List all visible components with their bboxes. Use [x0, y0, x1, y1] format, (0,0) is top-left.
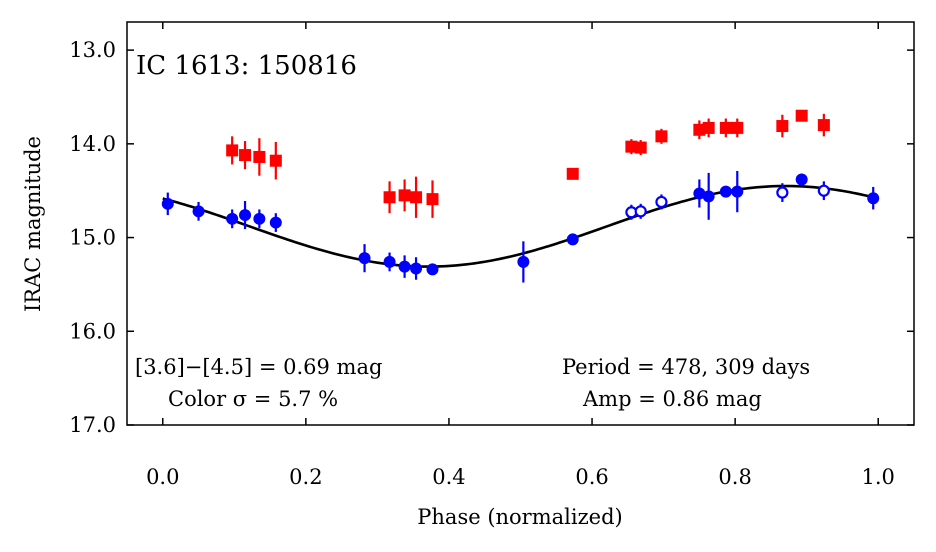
series-0-point-12-marker	[693, 123, 706, 136]
series-1-point-6-marker	[358, 252, 371, 265]
series-0-point-11-marker	[655, 130, 668, 143]
series-1-point-11-marker	[517, 255, 530, 268]
series-1-point-18-marker	[867, 192, 880, 205]
x-tick-label-3: 0.6	[575, 465, 608, 489]
y-axis-label: IRAC magnitude	[21, 136, 45, 312]
series-1-point-9-marker	[410, 262, 423, 275]
y-tick-label-0: 13.0	[69, 38, 116, 62]
series-2-point-2-marker	[655, 195, 668, 209]
series-1-point-17-marker	[795, 173, 808, 186]
period-annotation: Period = 478, 309 days	[562, 355, 810, 379]
series-1-point-15-marker	[719, 185, 732, 198]
series-0-point-14-marker	[719, 121, 732, 134]
series-0-point-15-marker	[731, 121, 744, 134]
series-1-point-13-marker	[693, 187, 706, 200]
axis-ticks-layer: 0.0 0.2 0.4 0.6 0.8 1.0 13.0 14.0 15.0 16.0 17.0	[69, 22, 914, 489]
series-0-point-9-marker	[625, 140, 638, 153]
x-tick-label-4: 0.8	[718, 465, 751, 489]
series-1-point-3-marker	[239, 209, 252, 222]
plot-frame	[126, 21, 915, 426]
series-2-point-1-marker	[634, 205, 647, 218]
x-axis-label: Phase (normalized)	[417, 505, 622, 529]
y-tick-label-4: 17.0	[69, 413, 116, 437]
y-tick-label-1: 14.0	[69, 132, 116, 156]
series-0-point-5-marker	[398, 189, 411, 202]
series-0-point-16-marker	[776, 120, 789, 133]
amplitude-annotation: Amp = 0.86 mag	[582, 387, 762, 411]
series-1-point-14-marker	[702, 190, 715, 203]
series-0-point-6-marker	[410, 191, 423, 204]
fit-curve-line	[162, 184, 879, 268]
fit-curve-layer	[162, 184, 879, 268]
series-1-point-7-marker	[383, 255, 396, 268]
series-0-point-2-marker	[253, 150, 266, 163]
series-1-point-10-marker	[426, 263, 439, 276]
y-tick-label-2: 15.0	[69, 226, 116, 250]
data-points-layer	[161, 109, 880, 283]
series-0-point-1-marker	[239, 149, 252, 162]
y-tick-label-3: 16.0	[69, 319, 116, 343]
series-0-point-7-marker	[426, 193, 439, 206]
series-0-point-0-marker	[226, 144, 239, 157]
series-1-point-16-marker	[731, 185, 744, 198]
series-0-point-13-marker	[702, 121, 715, 134]
x-tick-label-1: 0.2	[289, 465, 322, 489]
series-1-point-4-marker	[253, 212, 266, 225]
series-1-point-5-marker	[269, 216, 282, 229]
color-sigma-annotation: Color σ = 5.7 %	[168, 387, 338, 411]
series-2-point-4-marker	[817, 184, 830, 197]
series-1-point-2-marker	[226, 212, 239, 225]
series-1-point-12-marker	[566, 233, 579, 246]
series-0-point-10-marker	[634, 141, 647, 154]
series-0-point-8-marker	[566, 167, 579, 180]
series-0-point-3-marker	[269, 154, 282, 167]
series-0-point-18-marker	[817, 119, 830, 132]
plot-annotation-title: IC 1613: 150816	[136, 51, 357, 81]
series-0-point-17-marker	[795, 109, 808, 122]
series-1-point-8-marker	[398, 260, 411, 273]
x-tick-label-2: 0.4	[432, 465, 465, 489]
series-0-point-4-marker	[383, 191, 396, 204]
color-annotation: [3.6]−[4.5] = 0.69 mag	[135, 355, 382, 379]
x-tick-label-0: 0.0	[146, 465, 179, 489]
x-tick-label-5: 1.0	[862, 465, 895, 489]
series-2-point-3-marker	[776, 186, 789, 199]
series-1-point-0-marker	[161, 197, 174, 210]
series-1-point-1-marker	[192, 205, 205, 218]
